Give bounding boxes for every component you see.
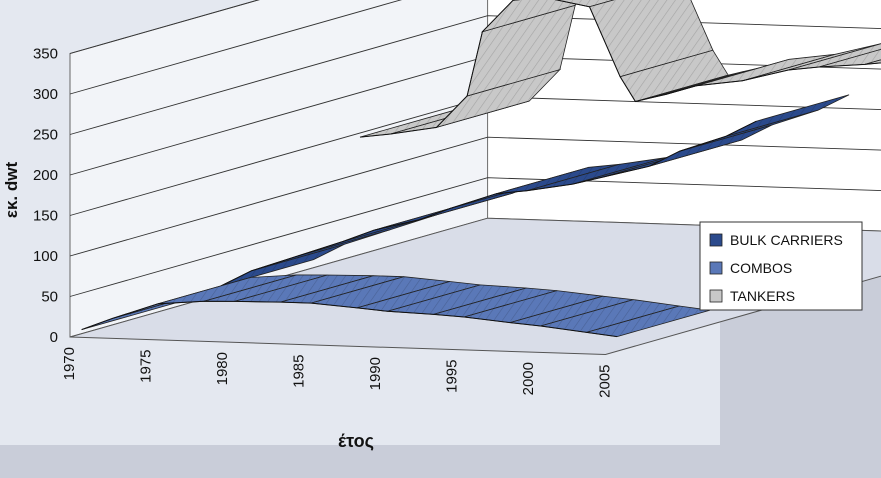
x-tick-label-1985: 1985 xyxy=(291,355,308,388)
x-axis-label: έτος xyxy=(338,431,374,451)
legend-swatch-combos xyxy=(710,262,722,274)
y-tick-label-200: 200 xyxy=(33,167,58,184)
legend: BULK CARRIERS COMBOS TANKERS xyxy=(700,222,862,310)
x-tick-label-1995: 1995 xyxy=(444,360,461,393)
legend-swatch-bulk-carriers xyxy=(710,234,722,246)
legend-label-bulk-carriers: BULK CARRIERS xyxy=(730,232,843,248)
y-tick-label-150: 150 xyxy=(33,208,58,225)
legend-label-tankers: TANKERS xyxy=(730,288,795,304)
y-tick-label-100: 100 xyxy=(33,248,58,265)
x-tick-label-2005: 2005 xyxy=(597,365,614,398)
x-tick-label-1980: 1980 xyxy=(214,352,231,385)
y-tick-label-250: 250 xyxy=(33,127,58,144)
y-axis-label: εκ. dwt xyxy=(2,162,21,219)
legend-label-combos: COMBOS xyxy=(730,260,792,276)
y-tick-label-50: 50 xyxy=(41,289,58,306)
y-tick-label-0: 0 xyxy=(50,329,58,346)
y-tick-label-300: 300 xyxy=(33,86,58,103)
legend-swatch-tankers xyxy=(710,290,722,302)
y-tick-label-350: 350 xyxy=(33,46,58,63)
x-tick-label-2000: 2000 xyxy=(520,362,537,395)
x-tick-label-1970: 1970 xyxy=(61,347,78,380)
x-tick-label-1990: 1990 xyxy=(367,357,384,390)
x-tick-label-1975: 1975 xyxy=(138,350,155,383)
